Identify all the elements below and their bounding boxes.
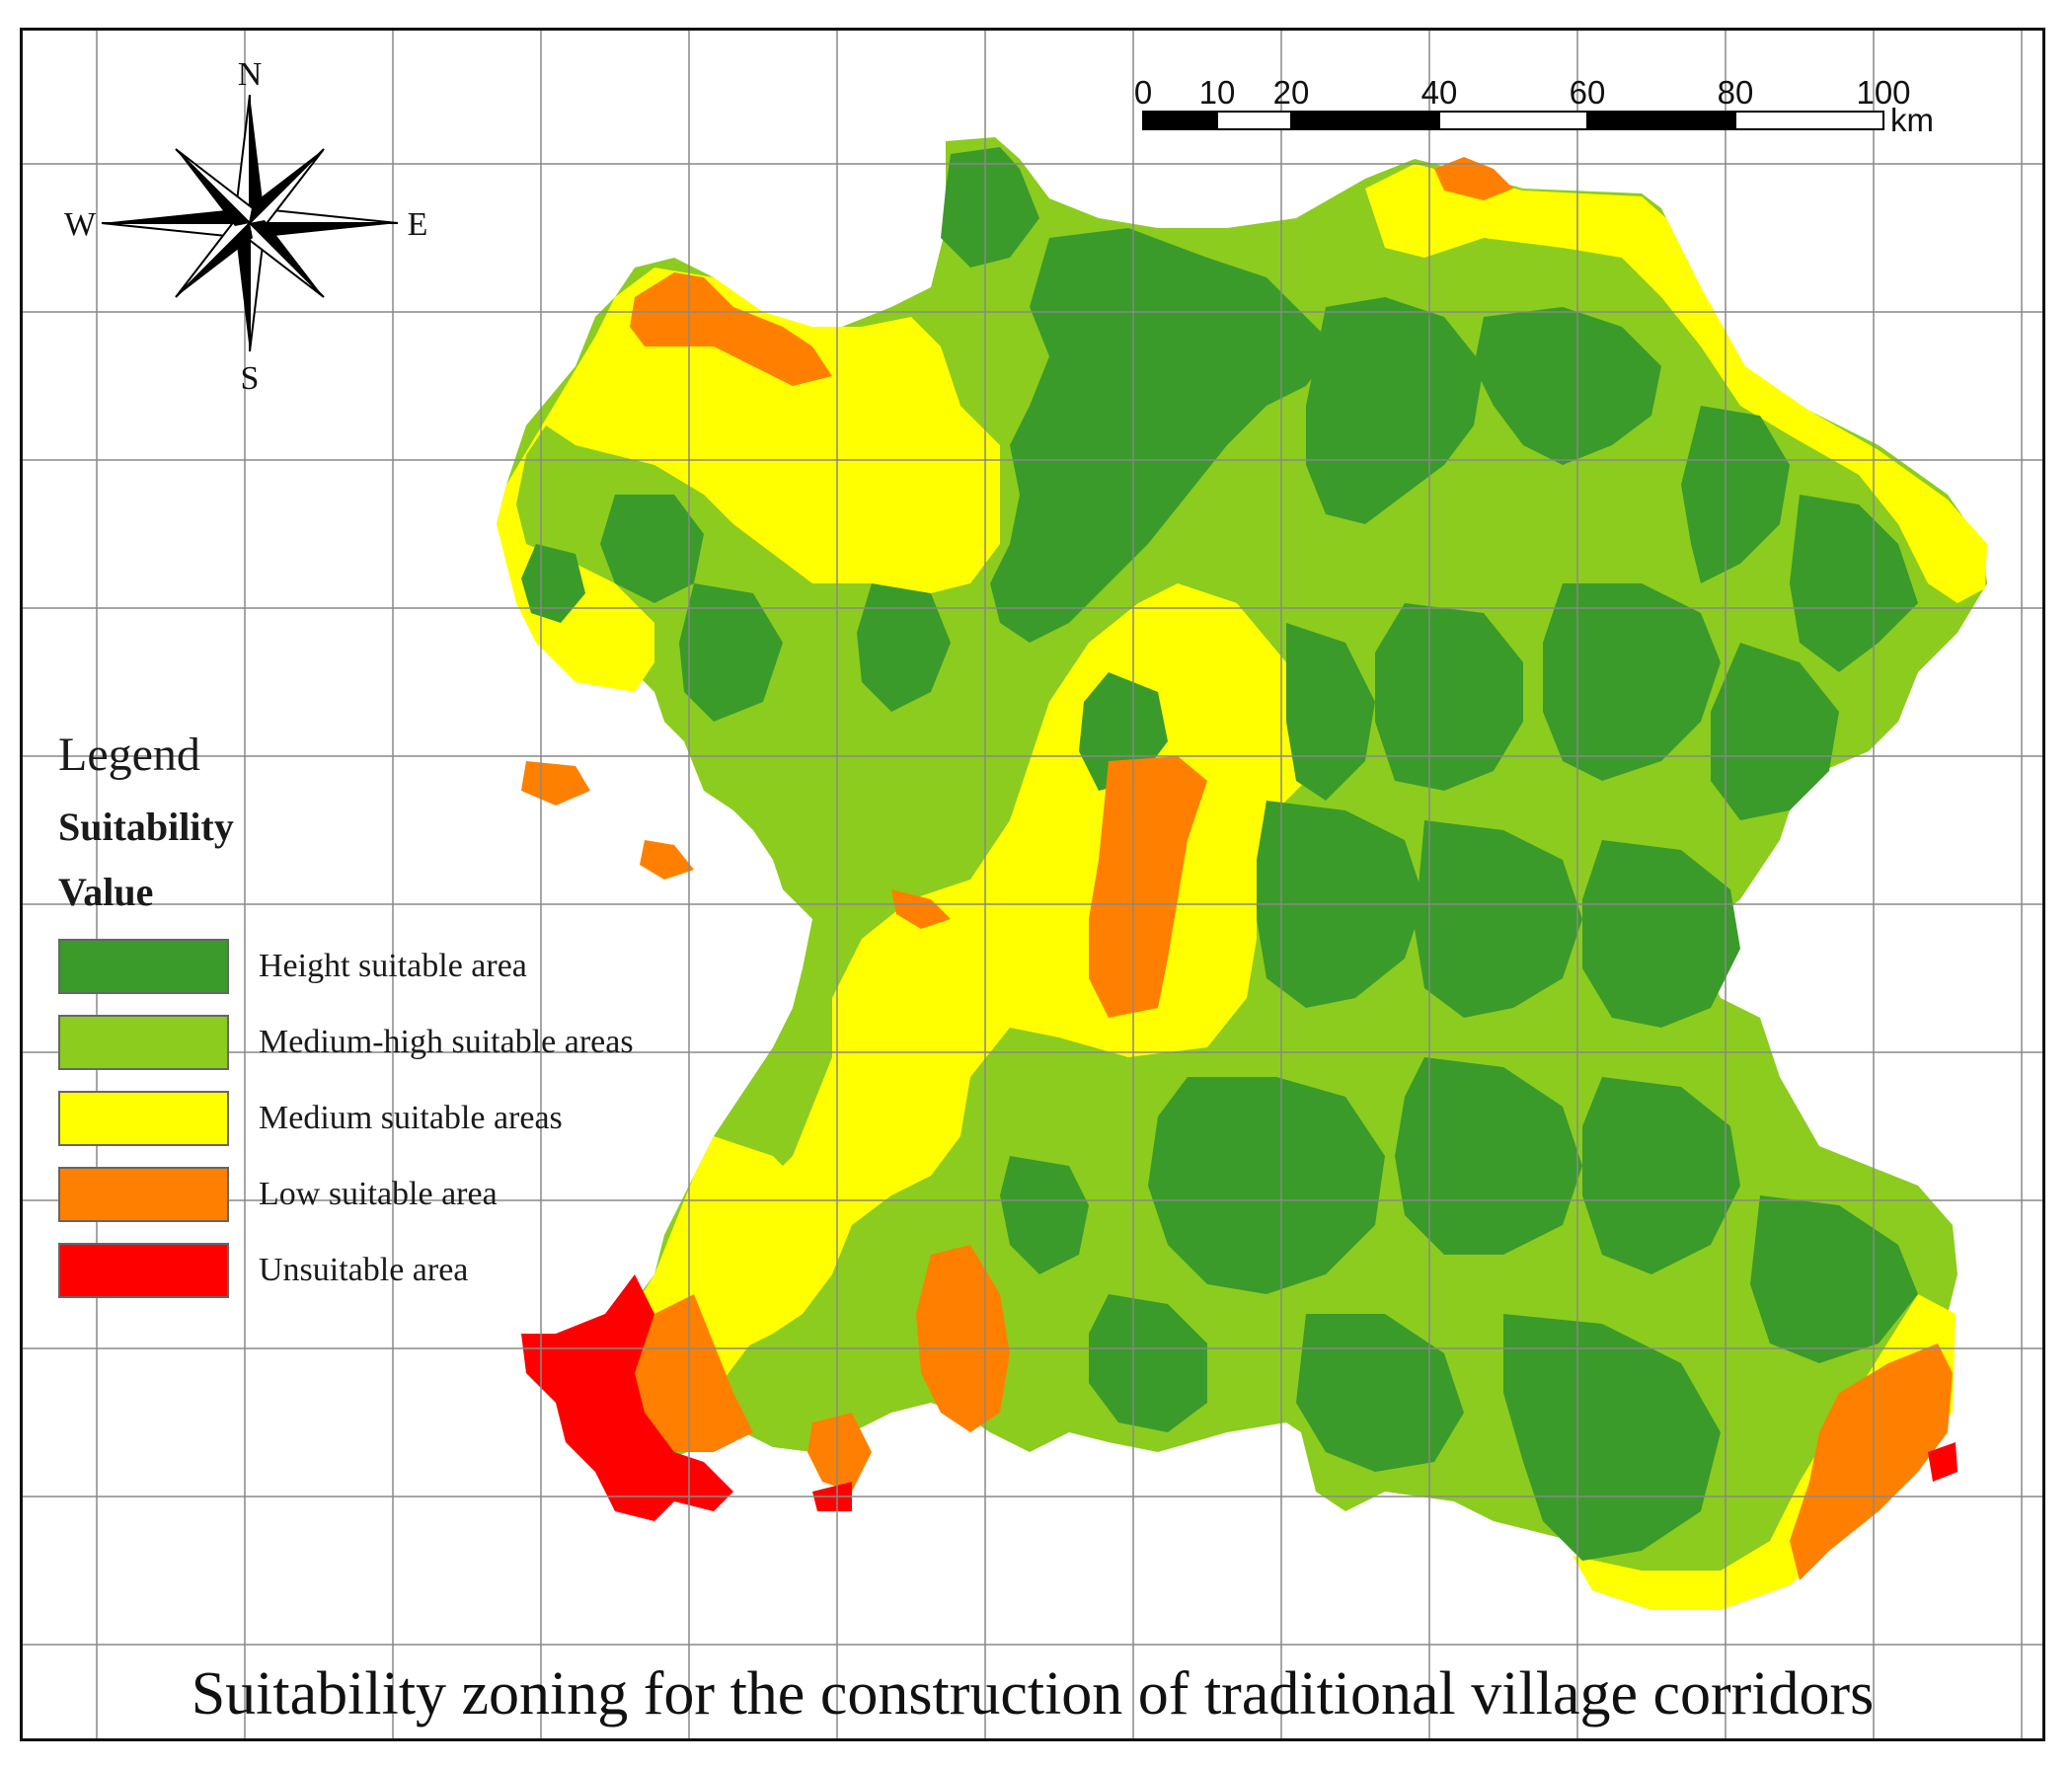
compass-north-label: N [238, 56, 263, 93]
legend-swatch [58, 1242, 229, 1298]
legend-item: Medium-high suitable areas [58, 1004, 634, 1080]
legend-item: Unsuitable area [58, 1232, 634, 1308]
legend-field-name: Suitability [58, 805, 234, 849]
legend-subheading: Value [58, 870, 154, 914]
legend-swatch [58, 1014, 229, 1070]
legend-swatch [58, 938, 229, 994]
legend-item: Height suitable area [58, 928, 634, 1004]
compass-rose-icon: N S E W [64, 56, 427, 397]
compass-west-label: W [64, 206, 97, 243]
legend-label: Medium-high suitable areas [259, 1023, 634, 1060]
zone-low-patches [521, 157, 1953, 1580]
scale-tick-label: 10 [1199, 74, 1236, 111]
map-frame: N S E W 0 10 20 40 60 80 100 km Legend S… [20, 28, 2045, 1741]
legend-item: Medium suitable areas [58, 1080, 634, 1156]
scale-bar: 0 10 20 40 60 80 100 km [1134, 74, 1934, 138]
map-grid [23, 31, 2042, 1738]
scale-tick-label: 20 [1273, 74, 1310, 111]
legend-label: Medium suitable areas [259, 1099, 563, 1136]
legend-class-list: Height suitable area Medium-high suitable… [58, 928, 634, 1308]
scale-tick-label: 100 [1856, 74, 1910, 111]
legend-label: Unsuitable area [259, 1251, 469, 1288]
map-canvas: N S E W 0 10 20 40 60 80 100 km [23, 31, 2042, 1738]
map-legend: Legend Suitability Value Height suitable… [58, 728, 634, 1308]
legend-item: Low suitable area [58, 1156, 634, 1232]
legend-label: Low suitable area [259, 1175, 498, 1212]
scale-tick-label: 80 [1718, 74, 1754, 111]
legend-swatch [58, 1090, 229, 1146]
legend-heading: Legend [58, 729, 200, 781]
compass-south-label: S [241, 360, 260, 397]
zone-medium-north-east [1365, 164, 1987, 603]
compass-east-label: E [408, 206, 428, 243]
map-title: Suitability zoning for the construction … [191, 1660, 1875, 1728]
zone-medium-north-west [497, 268, 1000, 692]
legend-label: Height suitable area [259, 947, 527, 984]
legend-swatch [58, 1166, 229, 1222]
scale-tick-label: 0 [1134, 74, 1152, 111]
scale-tick-label: 60 [1570, 74, 1606, 111]
scale-unit-label: km [1890, 102, 1934, 138]
scale-tick-label: 40 [1421, 74, 1458, 111]
